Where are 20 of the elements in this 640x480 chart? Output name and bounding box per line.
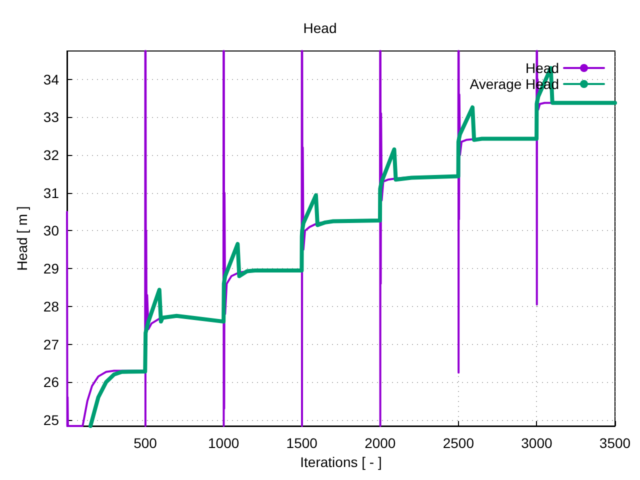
y-tick-label: 27 [43,336,60,352]
x-tick-label: 500 [134,435,158,451]
y-tick-label: 33 [43,109,60,126]
x-tick-label: 2000 [364,435,396,451]
y-tick-label: 25 [43,412,60,428]
chart-title: Head [303,20,337,36]
x-tick-label: 1000 [208,435,240,451]
x-tick-label: 3000 [521,435,552,451]
x-axis-title: Iterations [ - ] [300,454,382,470]
x-tick-label: 1500 [286,435,318,451]
y-axis-title: Head [ m ] [14,206,30,271]
y-tick-label: 28 [43,298,60,314]
x-tick-label: 3500 [599,435,631,451]
y-tick-label: 30 [43,222,60,239]
y-tick-label: 26 [43,374,60,390]
y-tick-label: 34 [43,71,60,88]
x-tick-label: 2500 [442,435,474,451]
y-tick-label: 32 [43,147,60,164]
y-tick-label: 31 [43,184,60,201]
y-tick-label: 29 [43,260,60,277]
